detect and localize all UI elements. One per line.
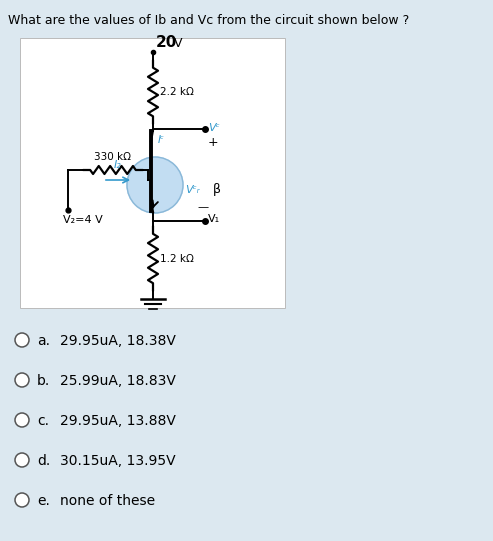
Text: 1.2 kΩ: 1.2 kΩ: [160, 254, 194, 263]
Text: V₂=4 V: V₂=4 V: [63, 215, 103, 225]
Circle shape: [15, 373, 29, 387]
Text: V: V: [174, 37, 182, 50]
Text: d.: d.: [37, 454, 50, 468]
Text: 2.2 kΩ: 2.2 kΩ: [160, 87, 194, 97]
Text: β: β: [213, 183, 221, 196]
Text: Vᶜᵣ: Vᶜᵣ: [185, 185, 200, 195]
Text: +: +: [208, 136, 218, 149]
Text: 30.15uA, 13.95V: 30.15uA, 13.95V: [60, 454, 176, 468]
Bar: [20, 38, 285, 308]
Text: 20: 20: [156, 35, 177, 50]
Text: Vᶜ: Vᶜ: [208, 123, 220, 133]
Text: c.: c.: [37, 414, 49, 428]
Text: —: —: [197, 202, 208, 212]
Text: none of these: none of these: [60, 494, 155, 508]
Circle shape: [15, 413, 29, 427]
Circle shape: [15, 493, 29, 507]
Text: a.: a.: [37, 334, 50, 348]
Text: Iᶜ: Iᶜ: [158, 135, 165, 145]
Text: 29.95uA, 13.88V: 29.95uA, 13.88V: [60, 414, 176, 428]
Text: V₁: V₁: [208, 214, 220, 224]
Text: I₂: I₂: [114, 160, 122, 170]
Text: 25.99uA, 18.83V: 25.99uA, 18.83V: [60, 374, 176, 388]
Circle shape: [15, 453, 29, 467]
Circle shape: [15, 333, 29, 347]
Text: 29.95uA, 18.38V: 29.95uA, 18.38V: [60, 334, 176, 348]
Text: e.: e.: [37, 494, 50, 508]
Circle shape: [127, 157, 183, 213]
Text: b.: b.: [37, 374, 50, 388]
Text: 330 kΩ: 330 kΩ: [95, 152, 132, 162]
Text: What are the values of Ib and Vc from the circuit shown below ?: What are the values of Ib and Vc from th…: [8, 14, 409, 27]
